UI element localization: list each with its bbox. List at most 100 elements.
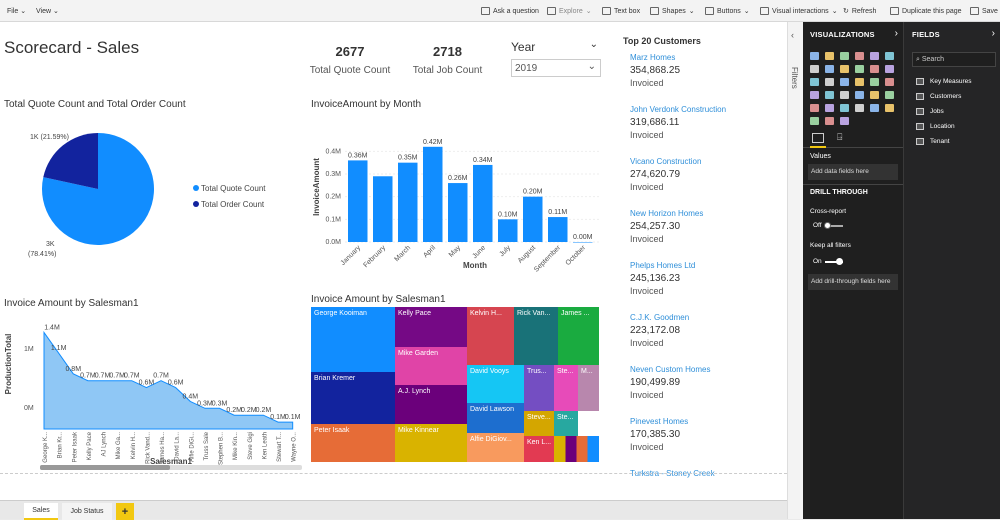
bar-october[interactable] [573,242,593,243]
customer-item[interactable]: C.J.K. Goodmen 223,172.08 Invoiced [630,313,783,355]
bar-june[interactable] [473,164,493,242]
customer-name[interactable]: Phelps Homes Ltd [630,261,696,270]
visual-type-icon[interactable] [840,91,849,99]
treemap-tile[interactable]: Brian Kremer [311,372,395,424]
year-slicer[interactable]: Year ⌄ 2019 ⌄ [511,39,601,77]
visual-type-icon[interactable] [885,78,894,86]
treemap-tile[interactable]: Peter Isaak [311,424,395,462]
field-table-item[interactable]: Tenant [916,138,950,145]
treemap-tile[interactable]: A.J. Lynch [395,385,467,424]
customer-name[interactable]: Neven Custom Homes [630,365,711,374]
add-drill-fields-well[interactable]: Add drill-through fields here [808,274,898,290]
legend-quote[interactable]: Total Quote Count [201,184,266,193]
treemap-tile[interactable]: Steve... [524,411,554,436]
visual-type-icon[interactable] [885,65,894,73]
fields-chevron-right-icon[interactable]: › [991,28,995,39]
area-scrollbar-thumb[interactable] [40,465,170,470]
tab-sales[interactable]: Sales [24,503,58,520]
visual-type-icon[interactable] [825,104,834,112]
duplicate-page-button[interactable]: Duplicate this page [890,7,962,15]
customer-item[interactable]: Vicano Construction 274,620.79 Invoiced [630,157,783,199]
buttons-button[interactable]: Buttons ⌄ [705,7,750,15]
pie-slice-order[interactable] [43,133,98,189]
bar-february[interactable] [373,176,393,242]
bar-august[interactable] [523,196,543,242]
treemap-tile[interactable]: Alfie DiGiov... [467,433,524,462]
field-table-item[interactable]: Customers [916,93,961,100]
customer-item[interactable]: Neven Custom Homes 190,499.89 Invoiced [630,365,783,407]
visual-type-icon[interactable] [810,52,819,60]
customer-item[interactable]: New Horizon Homes 254,257.30 Invoiced [630,209,783,251]
customer-item[interactable]: Marz Homes 354,868.25 Invoiced [630,53,783,95]
field-table-item[interactable]: Location [916,123,955,130]
pie-slice-quote[interactable] [41,133,154,246]
customer-name[interactable]: John Verdonk Construction [630,105,727,114]
bar-september[interactable] [548,217,568,242]
visual-type-icon[interactable] [840,117,849,125]
cross-report-toggle[interactable]: Off [813,221,843,229]
visual-type-icon[interactable] [855,91,864,99]
customer-name[interactable]: New Horizon Homes [630,209,704,218]
treemap-tile[interactable]: Mike Kinnear [395,424,467,462]
textbox-button[interactable]: Text box [602,7,640,15]
visual-type-icon[interactable] [885,52,894,60]
save-button[interactable]: Save [970,7,998,15]
visual-type-icon[interactable] [855,78,864,86]
visual-type-icon[interactable] [870,52,879,60]
treemap-tile[interactable]: Rick Van... [514,307,558,365]
visual-type-icon[interactable] [810,117,819,125]
fields-tab-icon[interactable] [812,133,824,143]
area-series[interactable] [43,330,294,430]
quote-count-card[interactable]: 2677 Total Quote Count [305,44,395,76]
customer-name[interactable]: Marz Homes [630,53,676,62]
job-count-card[interactable]: 2718 Total Job Count [405,44,490,76]
customer-name[interactable]: Vicano Construction [630,157,702,166]
treemap-tile[interactable]: Ste... [554,365,578,411]
visual-type-icon[interactable] [870,78,879,86]
visual-type-icon[interactable] [810,78,819,86]
file-menu[interactable]: File ⌄ [7,8,27,15]
chevron-down-icon[interactable]: ⌄ [589,39,598,50]
bar-march[interactable] [398,162,418,242]
bar-chart[interactable]: InvoiceAmount Month 0.4M 0.3M 0.2M 0.1M 0.0M… [305,112,605,272]
explore-button[interactable]: Explore ⌄ [547,7,592,15]
visual-type-icon[interactable] [870,91,879,99]
filters-label[interactable]: Filters [790,67,799,89]
visual-type-icon[interactable] [870,65,879,73]
visual-type-icon[interactable] [825,65,834,73]
visual-type-icon[interactable] [825,91,834,99]
visual-type-icon[interactable] [825,78,834,86]
tab-nav-arrows[interactable] [0,503,22,520]
treemap-tile[interactable]: Trus... [524,365,554,411]
treemap-tile[interactable]: James ... [558,307,599,365]
ask-question-button[interactable]: Ask a question [481,7,539,15]
chevron-left-icon[interactable]: ‹ [791,30,794,40]
view-menu[interactable]: View ⌄ [36,8,59,15]
customer-item[interactable]: Pinevest Homes 170,385.30 Invoiced [630,417,783,459]
customer-name[interactable]: C.J.K. Goodmen [630,313,690,322]
treemap-tile[interactable]: Kelly Pace [395,307,467,347]
filters-pane-collapsed[interactable]: ‹ Filters [787,22,803,519]
field-table-item[interactable]: Key Measures [916,78,972,85]
customer-name[interactable]: Pinevest Homes [630,417,689,426]
treemap-tile[interactable]: Ste... [554,411,578,436]
visual-type-icon[interactable] [825,52,834,60]
visual-type-icon[interactable] [825,117,834,125]
visual-interactions-button[interactable]: Visual interactions ⌄ [760,7,838,15]
chevron-right-icon[interactable]: › [894,28,898,39]
tab-job-status[interactable]: Job Status [62,503,112,520]
treemap-tile[interactable]: David Lawson [467,403,524,433]
customer-item[interactable]: Phelps Homes Ltd 245,136.23 Invoiced [630,261,783,303]
shapes-button[interactable]: Shapes ⌄ [650,7,695,15]
area-chart[interactable]: ProductionTotal 1M 0M 1.4M1.1M0.8M0.7M 0.… [0,312,305,472]
treemap-tile[interactable]: George Kooiman [311,307,395,372]
bar-april[interactable] [423,146,443,242]
visual-type-icon[interactable] [810,65,819,73]
year-dropdown[interactable]: 2019 ⌄ [511,59,601,77]
treemap-tile[interactable]: David Vooys [467,365,524,403]
visual-type-icon[interactable] [840,78,849,86]
visual-type-icon[interactable] [855,52,864,60]
customer-item[interactable]: John Verdonk Construction 319,686.11 Invoi… [630,105,783,147]
visual-type-icon[interactable] [885,91,894,99]
treemap-tile[interactable]: Mike Garden [395,347,467,385]
